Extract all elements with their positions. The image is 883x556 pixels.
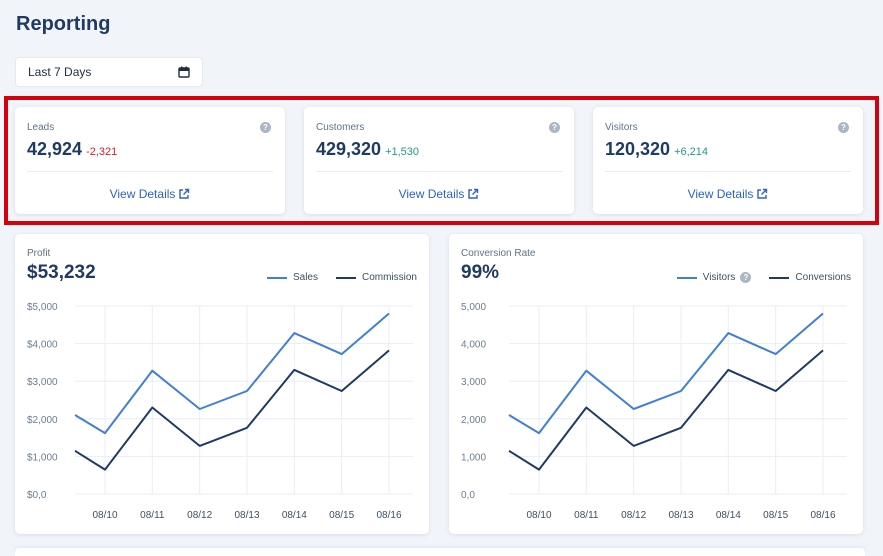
stat-label: Customers: [316, 122, 365, 133]
external-link-icon: [179, 188, 190, 199]
y-tick-label: 0,0: [461, 490, 475, 501]
y-tick-label: 5,000: [461, 302, 486, 313]
help-icon[interactable]: ?: [740, 272, 752, 283]
stat-value: 42,924 -2,321: [27, 139, 118, 159]
stat-label: Leads: [27, 122, 55, 133]
chart-headline: $53,232: [27, 262, 96, 283]
y-tick-label: 3,000: [461, 377, 486, 388]
y-tick-label: $0,0: [27, 490, 47, 501]
x-tick-label: 08/12: [187, 510, 212, 521]
conversion-chart-card: Conversion Rate 99% Visitors? Conversion…: [449, 234, 863, 534]
divider: [605, 171, 851, 172]
series-line-visitors: [508, 312, 824, 435]
chart-legend: Visitors? Conversions: [659, 272, 851, 283]
series-line-conversions: [508, 349, 824, 471]
help-icon[interactable]: ?: [838, 122, 849, 133]
y-tick-label: $3,000: [27, 377, 58, 388]
customers-card: Customers ? 429,320 +1,530 View Details: [304, 107, 574, 214]
x-tick-label: 08/11: [574, 510, 599, 521]
stat-delta: -2,321: [86, 146, 118, 158]
stat-delta: +6,214: [674, 146, 709, 158]
divider: [27, 171, 273, 172]
x-tick-label: 08/13: [668, 510, 693, 521]
x-tick-label: 08/16: [810, 510, 835, 521]
calendar-icon: [178, 66, 190, 78]
legend-item-visitors[interactable]: Visitors?: [676, 272, 752, 283]
x-tick-label: 08/12: [621, 510, 646, 521]
x-tick-label: 08/15: [763, 510, 788, 521]
y-tick-label: 4,000: [461, 340, 486, 351]
legend-item-commission[interactable]: Commission: [335, 272, 417, 283]
chart-title: Profit: [27, 248, 51, 259]
x-tick-label: 08/14: [716, 510, 741, 521]
conversion-chart: 0,0 1,000 2,000 3,000 4,000 5,000 08/10 08/11 08…: [461, 302, 847, 521]
external-link-icon: [468, 188, 479, 199]
chart-headline: 99%: [461, 262, 500, 283]
x-tick-label: 08/15: [329, 510, 354, 521]
help-icon[interactable]: ?: [260, 122, 271, 133]
next-card-edge: [15, 548, 865, 556]
external-link-icon: [757, 188, 768, 199]
series-line-sales: [74, 312, 390, 435]
x-tick-label: 08/16: [376, 510, 401, 521]
date-range-picker[interactable]: Last 7 Days: [15, 57, 203, 87]
legend-item-sales[interactable]: Sales: [266, 272, 318, 283]
stat-value: 120,320 +6,214: [605, 139, 709, 159]
stat-value: 429,320 +1,530: [316, 139, 420, 159]
x-tick-label: 08/10: [526, 510, 551, 521]
x-tick-label: 08/13: [234, 510, 259, 521]
view-details-link[interactable]: View Details: [304, 187, 574, 201]
stat-label: Visitors: [605, 122, 638, 133]
view-details-link[interactable]: View Details: [15, 187, 285, 201]
chart-title: Conversion Rate: [461, 248, 536, 259]
page-title: Reporting: [16, 13, 111, 35]
y-tick-label: $5,000: [27, 302, 58, 313]
x-tick-label: 08/10: [92, 510, 117, 521]
y-tick-label: $4,000: [27, 340, 58, 351]
stat-delta: +1,530: [385, 146, 420, 158]
y-tick-label: $1,000: [27, 452, 58, 463]
y-tick-label: 2,000: [461, 415, 486, 426]
profit-chart-card: Profit $53,232 Sales Commission $0,0 $1,0…: [15, 234, 429, 534]
x-tick-label: 08/11: [140, 510, 165, 521]
divider: [316, 171, 562, 172]
x-tick-label: 08/14: [282, 510, 307, 521]
y-tick-label: 1,000: [461, 452, 486, 463]
date-range-label: Last 7 Days: [28, 65, 92, 79]
series-line-commission: [74, 349, 390, 471]
profit-chart: $0,0 $1,000 $2,000 $3,000 $4,000 $5,000 08/10 0…: [27, 302, 413, 521]
leads-card: Leads ? 42,924 -2,321 View Details: [15, 107, 285, 214]
chart-legend: Sales Commission: [249, 272, 417, 283]
view-details-link[interactable]: View Details: [593, 187, 863, 201]
visitors-card: Visitors ? 120,320 +6,214 View Details: [593, 107, 863, 214]
help-icon[interactable]: ?: [549, 122, 560, 133]
y-tick-label: $2,000: [27, 415, 58, 426]
legend-item-conversions[interactable]: Conversions: [769, 272, 851, 283]
